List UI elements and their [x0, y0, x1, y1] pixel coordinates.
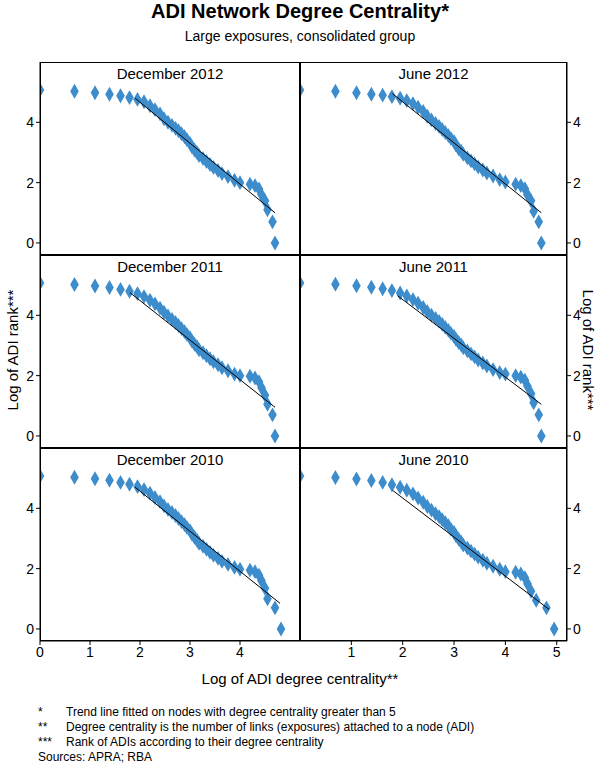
svg-text:2: 2: [26, 368, 34, 384]
svg-text:0: 0: [26, 428, 34, 444]
svg-text:3: 3: [186, 644, 194, 660]
svg-text:0: 0: [573, 428, 581, 444]
html-text:ADI Network Degree Centrality*: ADI Network Degree Centrality*: [151, 0, 449, 22]
html-text:Log of ADI rank***: Log of ADI rank***: [3, 289, 21, 411]
html-text:Trend line fitted on nodes wit: Trend line fitted on nodes with degree c…: [66, 705, 396, 719]
svg-text:0: 0: [36, 644, 44, 660]
svg-text:5: 5: [553, 644, 561, 660]
svg-text:3: 3: [450, 644, 458, 660]
html-text:June 2010: June 2010: [398, 451, 469, 468]
svg-text:0: 0: [26, 235, 34, 251]
svg-text:2: 2: [399, 644, 407, 660]
svg-text:1: 1: [86, 644, 94, 660]
svg-text:2: 2: [573, 561, 581, 577]
html-text:June 2012: June 2012: [398, 65, 469, 82]
html-text:December 2010: December 2010: [116, 451, 224, 468]
svg-text:4: 4: [573, 114, 581, 130]
svg-text:2: 2: [136, 644, 144, 660]
html-text:Log of ADI degree centrality**: Log of ADI degree centrality**: [201, 670, 399, 687]
svg-text:0: 0: [26, 621, 34, 637]
svg-text:4: 4: [573, 307, 581, 324]
svg-text:0: 0: [573, 235, 581, 251]
svg-text:2: 2: [26, 175, 34, 191]
html-text:Log of ADI rank***: Log of ADI rank***: [579, 289, 597, 411]
svg-text:4: 4: [236, 644, 244, 660]
html-text:December 2012: December 2012: [116, 65, 224, 82]
html-text:December 2011: December 2011: [117, 258, 223, 275]
svg-text:4: 4: [26, 114, 34, 130]
html-text:June 2011: June 2011: [399, 258, 468, 275]
html-text:Sources: APRA; RBA: Sources: APRA; RBA: [38, 750, 152, 764]
svg-text:2: 2: [573, 367, 581, 384]
html-text:Degree centrality is the numbe: Degree centrality is the number of links…: [66, 720, 475, 734]
svg-text:4: 4: [26, 307, 34, 323]
svg-text:2: 2: [26, 561, 34, 577]
svg-text:4: 4: [501, 644, 509, 660]
svg-text:1: 1: [347, 644, 355, 660]
svg-text:4: 4: [573, 500, 581, 516]
html-text:Large exposures, consolidated: Large exposures, consolidated group: [184, 28, 416, 44]
svg-text:0: 0: [573, 621, 581, 637]
html-text:Rank of ADIs according to thei: Rank of ADIs according to their degree c…: [66, 735, 324, 749]
svg-text:2: 2: [573, 175, 581, 191]
svg-text:4: 4: [26, 500, 34, 516]
